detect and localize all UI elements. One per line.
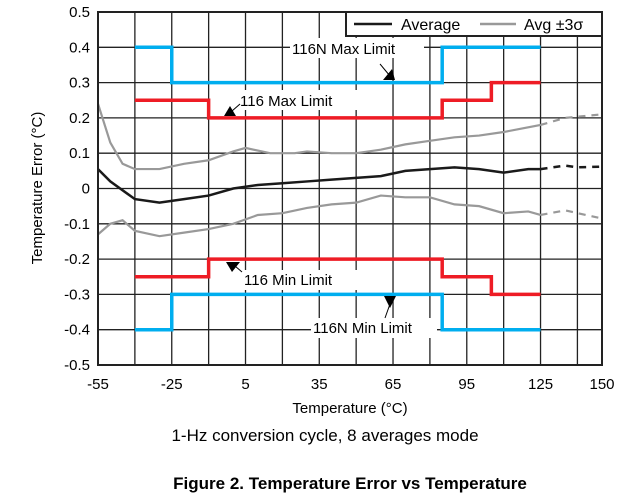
x-tick-label: 35 bbox=[311, 376, 328, 393]
legend: Average Avg ±3σ bbox=[345, 11, 603, 37]
arrow-icon bbox=[224, 106, 236, 116]
y-axis-label: Temperature Error (°C) bbox=[29, 112, 46, 265]
series-line-average bbox=[97, 166, 541, 204]
series-line-116n-min-limit bbox=[134, 292, 541, 332]
annotation-116-max: 116 Max Limit bbox=[240, 93, 333, 110]
arrow-icon bbox=[384, 296, 396, 308]
series-lines bbox=[96, 45, 603, 332]
y-tick-label: 0.5 bbox=[69, 4, 90, 21]
legend-3sigma-label: Avg ±3σ bbox=[524, 17, 583, 34]
series-line-avg-3- bbox=[96, 103, 541, 171]
x-tick-label: -55 bbox=[87, 376, 109, 393]
series-line-116n-max-limit bbox=[134, 45, 541, 85]
y-tick-label: 0.1 bbox=[69, 145, 90, 162]
series-line-116-min-limit bbox=[134, 257, 541, 297]
series-extrapolated-avg-3- bbox=[540, 113, 603, 127]
y-tick-labels: 0.5 0.4 0.3 0.2 0.1 0 -0.1 -0.2 -0.3 -0.4 -0.5 bbox=[64, 4, 90, 374]
y-tick-label: -0.4 bbox=[64, 322, 90, 339]
figure-title: Figure 2. Temperature Error vs Temperatu… bbox=[173, 474, 527, 493]
x-axis-label: Temperature (°C) bbox=[292, 400, 407, 417]
arrow-icon bbox=[226, 262, 240, 272]
series-line-116-max-limit bbox=[134, 80, 541, 120]
annotation-116-min: 116 Min Limit bbox=[244, 272, 333, 289]
x-tick-label: 95 bbox=[458, 376, 475, 393]
x-tick-labels: -55 -25 5 35 65 95 125 150 bbox=[87, 376, 614, 393]
legend-average-label: Average bbox=[401, 17, 460, 34]
x-tick-label: 125 bbox=[528, 376, 553, 393]
y-tick-label: -0.2 bbox=[64, 251, 90, 268]
x-tick-label: 5 bbox=[241, 376, 249, 393]
x-tick-label: 65 bbox=[385, 376, 402, 393]
annotations: 116N Max Limit 116 Max Limit 116 Min Lim… bbox=[224, 38, 437, 338]
series-line-avg-3- bbox=[97, 194, 541, 238]
annotation-116n-max: 116N Max Limit bbox=[292, 41, 396, 58]
y-tick-label: 0.3 bbox=[69, 75, 90, 92]
y-tick-label: -0.5 bbox=[64, 357, 90, 374]
y-tick-label: -0.3 bbox=[64, 286, 90, 303]
y-tick-label: 0.4 bbox=[69, 39, 90, 56]
y-tick-label: 0 bbox=[82, 181, 90, 198]
y-tick-label: -0.1 bbox=[64, 216, 90, 233]
series-extrapolated-average bbox=[540, 164, 603, 171]
grid bbox=[97, 11, 602, 366]
annotation-116n-min: 116N Min Limit bbox=[313, 320, 413, 337]
series-extrapolated-avg-3- bbox=[540, 209, 603, 220]
arrow-icon bbox=[383, 69, 395, 80]
y-tick-label: 0.2 bbox=[69, 110, 90, 127]
chart-subtitle: 1-Hz conversion cycle, 8 averages mode bbox=[171, 426, 478, 445]
x-tick-label: 150 bbox=[589, 376, 614, 393]
x-tick-label: -25 bbox=[161, 376, 183, 393]
